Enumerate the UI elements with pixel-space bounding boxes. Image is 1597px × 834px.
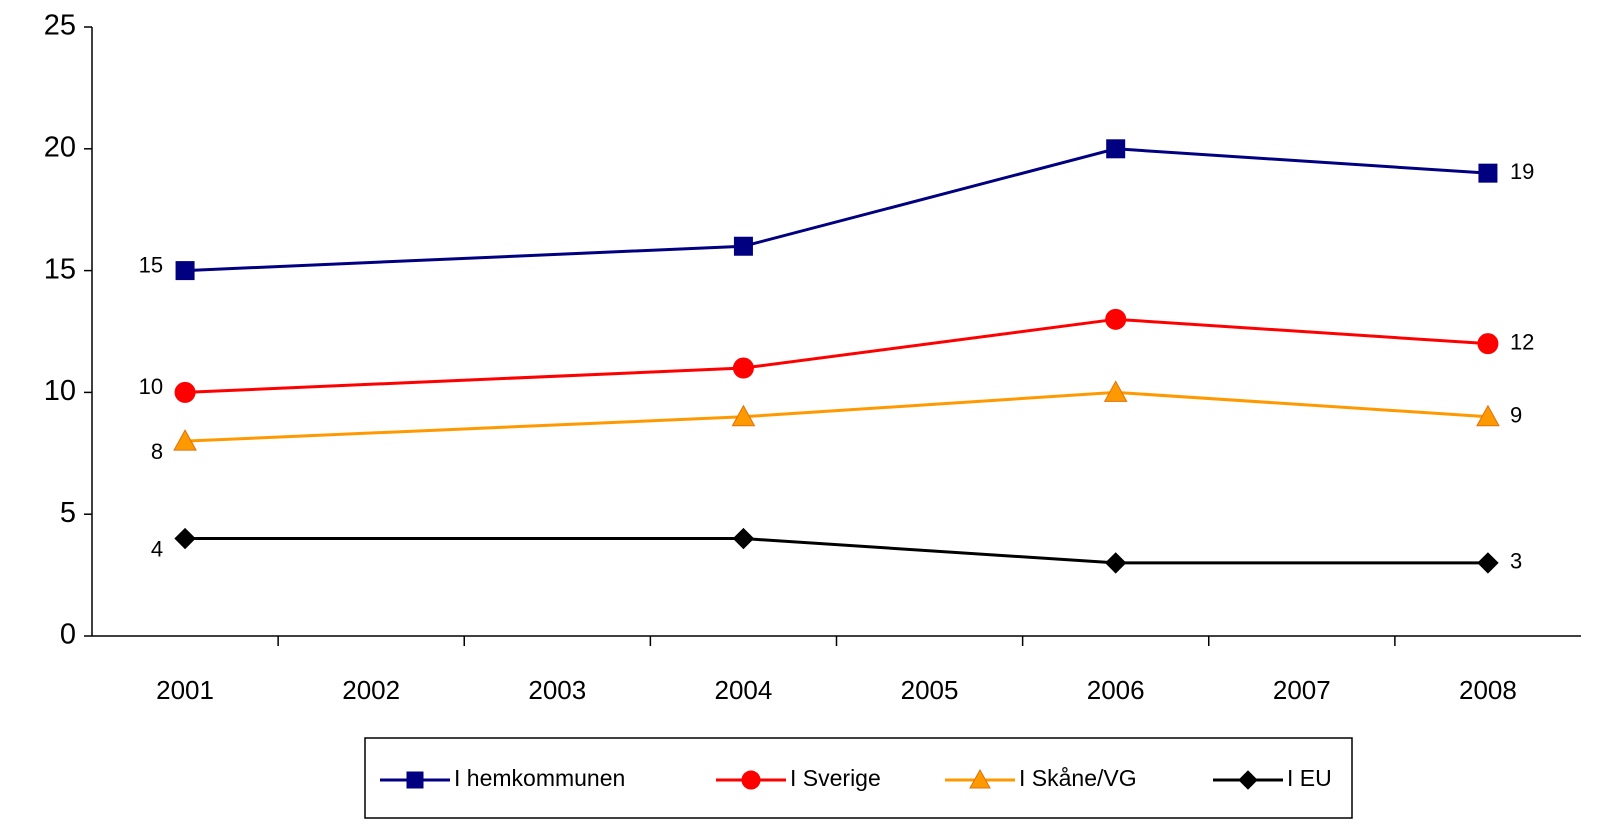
y-tick-label: 15 — [44, 253, 76, 285]
legend-label: I EU — [1287, 765, 1332, 791]
marker — [174, 381, 196, 403]
x-tick-label: 2002 — [342, 675, 400, 705]
marker — [1477, 333, 1499, 355]
marker — [1106, 139, 1126, 159]
marker — [174, 527, 196, 550]
data-label: 4 — [151, 536, 163, 561]
legend-marker — [1238, 770, 1258, 790]
legend-label: I hemkommunen — [454, 765, 625, 791]
data-label: 10 — [139, 374, 163, 399]
y-tick-label: 25 — [44, 10, 76, 42]
marker — [731, 404, 756, 427]
y-tick-label: 20 — [44, 131, 76, 163]
marker — [732, 527, 755, 550]
x-tick-label: 2005 — [901, 675, 959, 705]
y-tick-label: 5 — [60, 497, 76, 529]
x-tick-label: 2001 — [156, 675, 214, 705]
marker — [1476, 404, 1500, 427]
data-label: 12 — [1510, 329, 1534, 354]
legend-box — [364, 737, 1353, 819]
marker — [175, 261, 195, 281]
marker — [1478, 163, 1498, 183]
series-line — [184, 147, 1489, 273]
series-line — [185, 537, 1488, 565]
marker — [1104, 552, 1127, 574]
y-tick-label: 0 — [60, 619, 76, 651]
data-label: 19 — [1510, 159, 1534, 184]
series-line — [184, 317, 1489, 394]
x-tick-label: 2007 — [1273, 675, 1331, 705]
x-tick-label: 2004 — [715, 675, 773, 705]
marker — [173, 429, 197, 451]
legend-label: I Skåne/VG — [1019, 765, 1137, 791]
y-tick-label: 10 — [44, 375, 76, 407]
legend-marker — [741, 770, 761, 790]
x-tick-label: 2006 — [1087, 675, 1145, 705]
marker — [1105, 308, 1127, 330]
legend-label: I Sverige — [790, 765, 881, 791]
marker — [733, 236, 753, 256]
x-tick-label: 2008 — [1459, 675, 1517, 705]
marker — [1477, 552, 1499, 574]
series-line — [184, 390, 1489, 443]
marker — [732, 357, 754, 379]
x-tick-label: 2003 — [528, 675, 586, 705]
legend-marker — [969, 768, 991, 789]
data-label: 9 — [1510, 403, 1522, 428]
marker — [1103, 380, 1128, 402]
data-label: 3 — [1510, 549, 1522, 574]
legend-marker — [406, 771, 424, 789]
data-label: 15 — [139, 252, 163, 277]
data-label: 8 — [151, 439, 163, 464]
